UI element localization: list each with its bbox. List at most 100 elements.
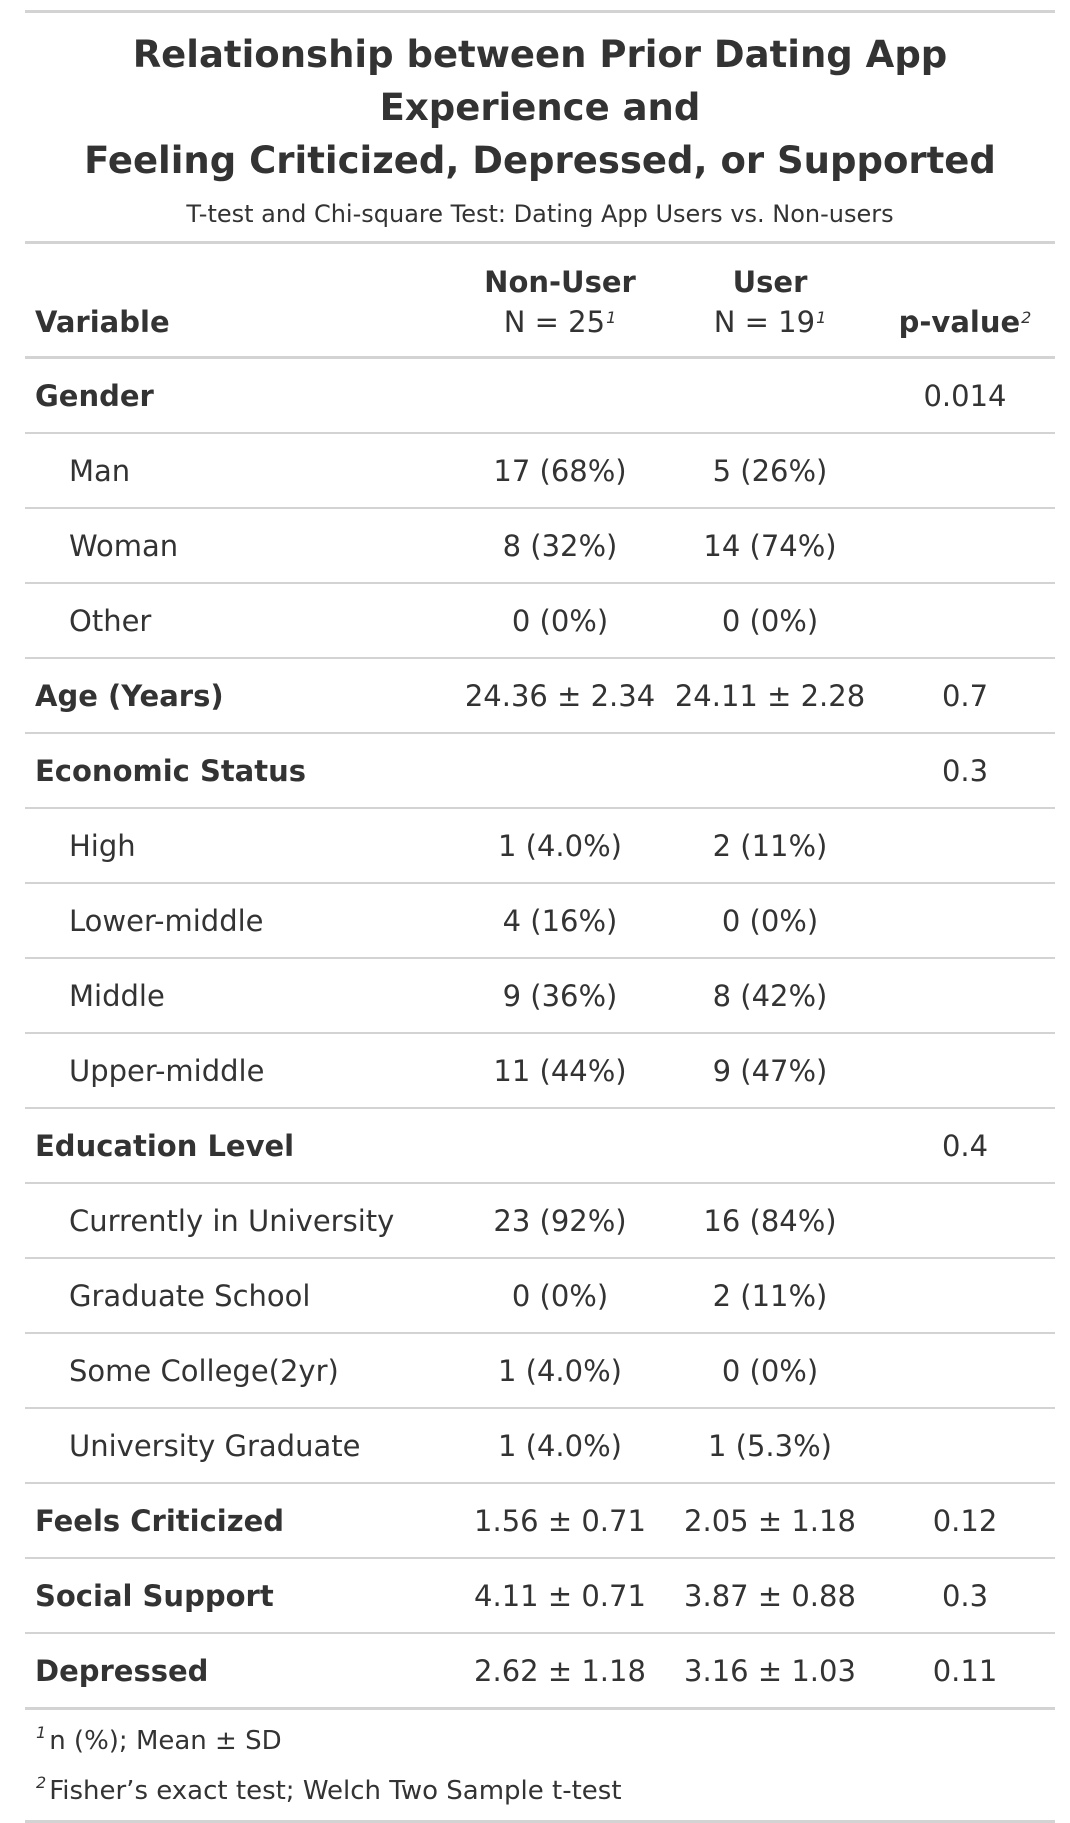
cell-pvalue: 0.7 [875,658,1055,734]
footnote-mark: 2 [36,1773,47,1792]
table-row: Education Level 0.4 [25,1108,1055,1184]
cell-pvalue [875,508,1055,584]
footnote-mark: 1 [36,1723,47,1742]
table-row: Age (Years) 24.36 ± 2.34 24.11 ± 2.28 0.7 [25,658,1055,734]
cell-user: 3.87 ± 0.88 [665,1558,875,1634]
table-row: University Graduate 1 (4.0%) 1 (5.3%) [25,1408,1055,1484]
data-table: Variable Non-User N = 251 User N = 191 p… [25,244,1055,1710]
cell-nonuser: 1.56 ± 0.71 [455,1483,665,1559]
cell-nonuser: 11 (44%) [455,1033,665,1109]
row-label: Lower-middle [25,883,455,959]
cell-pvalue [875,1333,1055,1409]
cell-user: 2.05 ± 1.18 [665,1483,875,1559]
cell-pvalue [875,958,1055,1034]
summary-table: Relationship between Prior Dating App Ex… [25,10,1055,1823]
cell-user: 14 (74%) [665,508,875,584]
cell-nonuser: 24.36 ± 2.34 [455,658,665,734]
cell-nonuser [455,733,665,809]
table-row: Social Support 4.11 ± 0.71 3.87 ± 0.88 0.3 [25,1558,1055,1634]
header-user-n: N = 19 [713,305,816,339]
header-user-footnote-mark: 1 [816,308,827,327]
row-label: Man [25,433,455,509]
cell-pvalue [875,883,1055,959]
cell-user: 3.16 ± 1.03 [665,1633,875,1710]
cell-pvalue [875,433,1055,509]
cell-pvalue [875,1033,1055,1109]
table-row: Woman 8 (32%) 14 (74%) [25,508,1055,584]
table-subtitle: T-test and Chi-square Test: Dating App U… [186,200,894,228]
row-label: Social Support [25,1558,455,1634]
table-row: Graduate School 0 (0%) 2 (11%) [25,1258,1055,1334]
table-title: Relationship between Prior Dating App Ex… [25,13,1055,187]
row-label: Age (Years) [25,658,455,734]
cell-nonuser: 0 (0%) [455,1258,665,1334]
cell-user: 5 (26%) [665,433,875,509]
header-rule [25,241,1055,244]
row-label: University Graduate [25,1408,455,1484]
row-label: Gender [25,357,455,434]
header-nonuser-n: N = 25 [503,305,606,339]
table-row: Economic Status 0.3 [25,733,1055,809]
row-label: Graduate School [25,1258,455,1334]
footnote-text: Fisher’s exact test; Welch Two Sample t-… [49,1776,622,1806]
cell-nonuser: 17 (68%) [455,433,665,509]
cell-user [665,1108,875,1184]
cell-nonuser: 9 (36%) [455,958,665,1034]
header-nonuser: Non-User N = 251 [455,244,665,358]
cell-user: 0 (0%) [665,583,875,659]
row-label: Feels Criticized [25,1483,455,1559]
title-line-2: Feeling Criticized, Depressed, or Suppor… [84,139,996,182]
footnote: 2 Fisher’s exact test; Welch Two Sample t… [35,1760,1055,1810]
cell-nonuser: 8 (32%) [455,508,665,584]
cell-pvalue: 0.4 [875,1108,1055,1184]
cell-user: 8 (42%) [665,958,875,1034]
row-label: Education Level [25,1108,455,1184]
row-label: Depressed [25,1633,455,1710]
cell-pvalue [875,1183,1055,1259]
cell-pvalue: 0.11 [875,1633,1055,1710]
cell-nonuser: 1 (4.0%) [455,1408,665,1484]
table-row: Upper-middle 11 (44%) 9 (47%) [25,1033,1055,1109]
table-row: Currently in University 23 (92%) 16 (84%) [25,1183,1055,1259]
table-row: Man 17 (68%) 5 (26%) [25,433,1055,509]
cell-nonuser: 1 (4.0%) [455,808,665,884]
table-row: Gender 0.014 [25,357,1055,434]
row-label: Economic Status [25,733,455,809]
cell-user: 24.11 ± 2.28 [665,658,875,734]
row-label: High [25,808,455,884]
cell-nonuser: 0 (0%) [455,583,665,659]
cell-user: 1 (5.3%) [665,1408,875,1484]
row-label: Currently in University [25,1183,455,1259]
cell-nonuser: 4 (16%) [455,883,665,959]
cell-nonuser [455,357,665,434]
cell-user: 2 (11%) [665,1258,875,1334]
title-line-1: Relationship between Prior Dating App Ex… [132,33,948,129]
top-rule [25,10,1055,13]
table-row: Middle 9 (36%) 8 (42%) [25,958,1055,1034]
table-row: Lower-middle 4 (16%) 0 (0%) [25,883,1055,959]
cell-pvalue [875,1408,1055,1484]
header-nonuser-footnote-mark: 1 [606,308,617,327]
cell-user [665,733,875,809]
row-label: Middle [25,958,455,1034]
table-row: Some College(2yr) 1 (4.0%) 0 (0%) [25,1333,1055,1409]
cell-pvalue [875,583,1055,659]
cell-pvalue: 0.12 [875,1483,1055,1559]
cell-pvalue [875,1258,1055,1334]
cell-user: 0 (0%) [665,883,875,959]
header-user-label: User [732,265,808,299]
cell-nonuser: 2.62 ± 1.18 [455,1633,665,1710]
footnote-text: n (%); Mean ± SD [49,1726,282,1756]
cell-nonuser: 23 (92%) [455,1183,665,1259]
cell-user: 9 (47%) [665,1033,875,1109]
cell-nonuser: 1 (4.0%) [455,1333,665,1409]
header-pvalue-label: p-value [898,305,1021,339]
row-label: Woman [25,508,455,584]
cell-user: 2 (11%) [665,808,875,884]
cell-user: 16 (84%) [665,1183,875,1259]
header-variable: Variable [35,305,170,339]
row-label: Upper-middle [25,1033,455,1109]
table-row: High 1 (4.0%) 2 (11%) [25,808,1055,884]
